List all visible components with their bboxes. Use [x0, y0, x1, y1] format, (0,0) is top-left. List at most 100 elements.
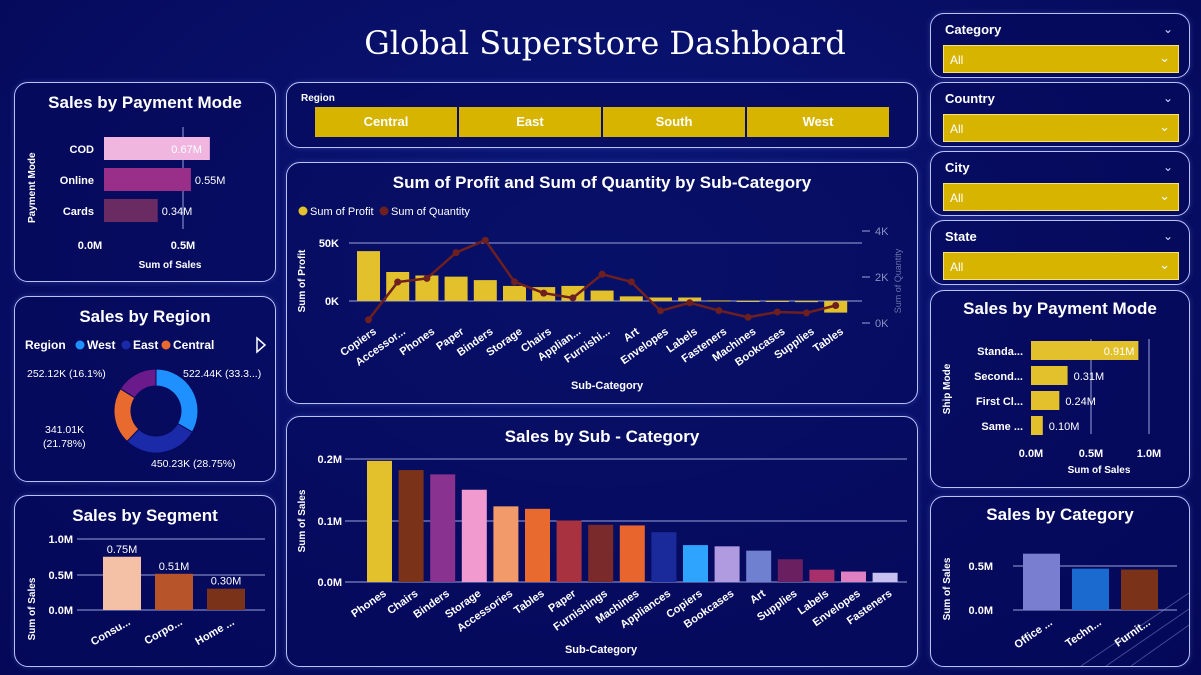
quantity-point — [832, 302, 840, 310]
ship-mode-bar — [1031, 391, 1060, 410]
legend-east: East — [133, 338, 158, 352]
region-label-east: 450.23K (28.75%) — [151, 458, 236, 470]
profit-bar — [795, 301, 818, 303]
slicer-dropdown[interactable]: All ⌄ — [943, 252, 1179, 280]
ship-mode-chart: Ship Mode Standa... 0.91M Second... 0.31M Fi… — [942, 339, 1161, 476]
segment-tick: 1.0M — [49, 534, 73, 546]
region-label-south: 252.12K (16.1%) — [27, 368, 106, 380]
region-button-central[interactable]: Central — [315, 107, 457, 137]
quantity-point — [686, 299, 694, 307]
quantity-point — [452, 249, 460, 257]
slicer-title: City — [945, 160, 970, 175]
region-donut-panel[interactable]: Sales by Region Region West East Central… — [14, 296, 276, 482]
slicer-city[interactable]: City ⌄ All ⌄ — [930, 151, 1190, 216]
slicer-dropdown[interactable]: All ⌄ — [943, 183, 1179, 211]
quantity-tick: 2K — [875, 272, 889, 284]
decor-line — [1080, 592, 1189, 666]
donut-slice — [119, 368, 157, 399]
payment-mode-tick: 0.0M — [78, 240, 102, 252]
profit-bar — [357, 251, 380, 301]
ship-mode-value: 0.91M — [1104, 346, 1135, 358]
subcategory-tick: 0.1M — [318, 516, 342, 528]
segment-ylabel: Sum of Sales — [27, 577, 38, 640]
ship-mode-title: Sales by Payment Mode — [963, 299, 1157, 318]
ship-mode-value: 0.10M — [1049, 421, 1080, 433]
category-panel[interactable]: Sales by Category Sum of Sales 0.5M 0.0M… — [930, 496, 1190, 667]
region-slicer-panel[interactable]: Region Central East South West — [286, 82, 918, 148]
legend-dot-quantity — [379, 206, 389, 216]
ship-mode-panel[interactable]: Sales by Payment Mode Ship Mode Standa..… — [930, 290, 1190, 488]
category-bar — [1121, 569, 1158, 610]
ship-mode-value: 0.31M — [1074, 371, 1105, 383]
subcategory-bar — [556, 520, 582, 582]
region-button-south[interactable]: South — [603, 107, 745, 137]
profit-bar — [473, 280, 497, 301]
region-button-east[interactable]: East — [459, 107, 601, 137]
profit-ylabel: Sum of Profit — [297, 249, 308, 312]
profit-bar — [765, 301, 789, 302]
chevron-up-icon[interactable]: ⌄ — [1162, 160, 1173, 174]
payment-mode-category: Online — [60, 175, 94, 187]
ship-mode-bar — [1031, 341, 1139, 360]
segment-bar — [207, 588, 245, 610]
payment-mode-bar — [104, 168, 191, 191]
ship-mode-category: Standa... — [977, 346, 1023, 358]
subcategory-bar — [777, 559, 803, 582]
category-chart: Sum of Sales 0.5M 0.0M Office ... Techn..… — [942, 553, 1189, 666]
subcategory-panel[interactable]: Sales by Sub - Category Sum of Sales Sub… — [286, 416, 918, 667]
slicer-dropdown[interactable]: All ⌄ — [943, 114, 1179, 142]
chevron-up-icon[interactable]: ⌄ — [1162, 91, 1173, 105]
subcategory-category: Accessories — [455, 588, 515, 635]
slicer-country[interactable]: Country ⌄ All ⌄ — [930, 82, 1190, 147]
region-slicer-title: Region — [301, 93, 335, 104]
payment-mode-tick: 0.5M — [171, 240, 195, 252]
legend-central: Central — [173, 338, 214, 352]
subcategory-bar — [430, 474, 456, 582]
chevron-down-icon[interactable]: ⌄ — [1159, 188, 1170, 203]
segment-tick: 0.5M — [49, 570, 73, 582]
payment-mode-panel[interactable]: Sales by Payment Mode Payment Mode COD 0.… — [14, 82, 276, 282]
region-button-west[interactable]: West — [747, 107, 889, 137]
chevron-down-icon[interactable]: ⌄ — [1159, 119, 1170, 134]
payment-mode-category: Cards — [63, 206, 94, 218]
region-label-central-pct: (21.78%) — [43, 438, 86, 450]
payment-mode-value: 0.34M — [162, 206, 193, 218]
legend-dot-profit — [298, 206, 308, 216]
chevron-down-icon[interactable]: ⌄ — [1159, 257, 1170, 272]
quantity-point — [657, 307, 664, 315]
profit-bar — [619, 296, 643, 301]
subcategory-bar — [841, 571, 866, 582]
slicer-category[interactable]: Category ⌄ All ⌄ — [930, 13, 1190, 78]
slicer-title: Country — [945, 91, 995, 106]
profit-bar — [707, 300, 731, 302]
quantity-point — [773, 308, 781, 316]
legend-west: West — [87, 338, 115, 352]
slicer-value: All — [950, 53, 964, 67]
chevron-up-icon[interactable]: ⌄ — [1162, 22, 1173, 36]
profit-xlabel: Sub-Category — [571, 380, 644, 392]
profit-quantity-panel[interactable]: Sum of Profit and Sum of Quantity by Sub… — [286, 162, 918, 404]
slicer-dropdown[interactable]: All ⌄ — [943, 45, 1179, 73]
quantity-point — [569, 294, 577, 302]
slicer-state[interactable]: State ⌄ All ⌄ — [930, 220, 1190, 285]
segment-value: 0.30M — [211, 576, 242, 588]
slicer-value: All — [950, 122, 964, 136]
ship-mode-ylabel: Ship Mode — [942, 363, 953, 414]
payment-mode-category: COD — [70, 144, 95, 156]
subcategory-category: Tables — [512, 588, 547, 617]
subcategory-chart: Sum of Sales Sub-Category 0.2M 0.1M 0.0M Ph… — [297, 454, 907, 656]
payment-mode-chart: Payment Mode COD 0.67M Online 0.55M Cards 0.3… — [27, 127, 225, 271]
segment-bar — [155, 573, 193, 610]
region-label-central: 341.01K — [45, 424, 84, 436]
quantity-line — [367, 238, 837, 321]
chevron-up-icon[interactable]: ⌄ — [1162, 229, 1173, 243]
subcategory-bar — [619, 525, 645, 582]
subcategory-bar — [651, 532, 677, 582]
category-tick: 0.5M — [969, 561, 993, 573]
subcategory-bar — [588, 524, 614, 582]
chevron-down-icon[interactable]: ⌄ — [1159, 50, 1170, 65]
subcategory-bar — [872, 572, 898, 582]
segment-panel[interactable]: Sales by Segment Sum of Sales 1.0M 0.5M … — [14, 495, 276, 667]
payment-mode-value: 0.67M — [171, 144, 202, 156]
segment-category: Consu... — [89, 616, 133, 648]
